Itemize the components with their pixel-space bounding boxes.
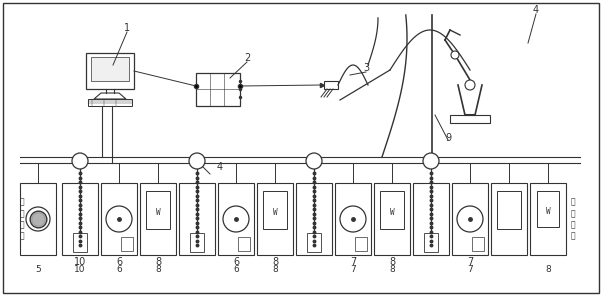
Bar [450, 115, 490, 123]
Text: 8: 8 [545, 265, 551, 274]
Text: 7: 7 [467, 257, 473, 267]
Bar [335, 183, 371, 255]
Text: W: W [545, 207, 550, 215]
Text: W: W [156, 207, 160, 216]
Circle shape [72, 153, 88, 169]
Circle shape [223, 206, 249, 232]
Polygon shape [94, 93, 126, 99]
Bar [452, 183, 488, 255]
Text: 8: 8 [272, 257, 278, 267]
Bar [380, 191, 404, 229]
Text: 6: 6 [233, 265, 239, 274]
Bar [101, 183, 137, 255]
Bar [530, 183, 566, 255]
Circle shape [306, 153, 322, 169]
Circle shape [457, 206, 483, 232]
Text: 8: 8 [155, 265, 161, 274]
Bar [218, 183, 254, 255]
Bar [88, 99, 132, 106]
Bar [146, 191, 170, 229]
Text: 8: 8 [155, 257, 161, 267]
Bar [491, 183, 527, 255]
Text: 8: 8 [272, 265, 278, 274]
Text: 1: 1 [124, 23, 130, 33]
Text: 2: 2 [244, 53, 250, 63]
Bar [424, 233, 438, 252]
Text: 6: 6 [233, 257, 239, 267]
Bar [62, 183, 98, 255]
Circle shape [423, 153, 439, 169]
Bar [472, 237, 484, 251]
Circle shape [189, 153, 205, 169]
Bar [307, 233, 321, 252]
Circle shape [451, 51, 459, 59]
Bar [355, 237, 367, 251]
Text: 3: 3 [363, 63, 369, 73]
Bar [238, 237, 250, 251]
Bar [413, 183, 449, 255]
Bar [324, 81, 338, 89]
Text: 4: 4 [217, 162, 223, 172]
Text: 10: 10 [74, 257, 86, 267]
Text: 7: 7 [350, 265, 356, 274]
Bar [91, 57, 129, 81]
Bar [296, 183, 332, 255]
Bar [497, 191, 521, 229]
Circle shape [26, 207, 50, 231]
Text: 8: 8 [389, 257, 395, 267]
Text: 6: 6 [116, 257, 122, 267]
Circle shape [465, 80, 475, 90]
Bar [196, 73, 240, 106]
Text: 4: 4 [533, 5, 539, 15]
Bar [121, 237, 133, 251]
Bar [20, 183, 56, 255]
Circle shape [340, 206, 366, 232]
Text: 9: 9 [445, 133, 451, 143]
Text: 10: 10 [74, 265, 85, 274]
Text: W: W [389, 207, 394, 216]
Text: 8: 8 [389, 265, 395, 274]
Circle shape [106, 206, 132, 232]
Bar [374, 183, 410, 255]
Bar [86, 53, 134, 89]
Bar [263, 191, 287, 229]
Bar [179, 183, 215, 255]
Text: 7: 7 [350, 257, 356, 267]
Bar [537, 191, 559, 227]
Text: 开
始
位
置: 开 始 位 置 [20, 198, 24, 240]
Bar [140, 183, 176, 255]
Bar [257, 183, 293, 255]
Bar [73, 233, 87, 252]
Text: 6: 6 [116, 265, 122, 274]
Text: W: W [273, 207, 278, 216]
Bar [190, 233, 204, 252]
Text: 7: 7 [467, 265, 473, 274]
Text: 5: 5 [35, 265, 41, 274]
Text: 结
束
位
置: 结 束 位 置 [571, 198, 576, 240]
